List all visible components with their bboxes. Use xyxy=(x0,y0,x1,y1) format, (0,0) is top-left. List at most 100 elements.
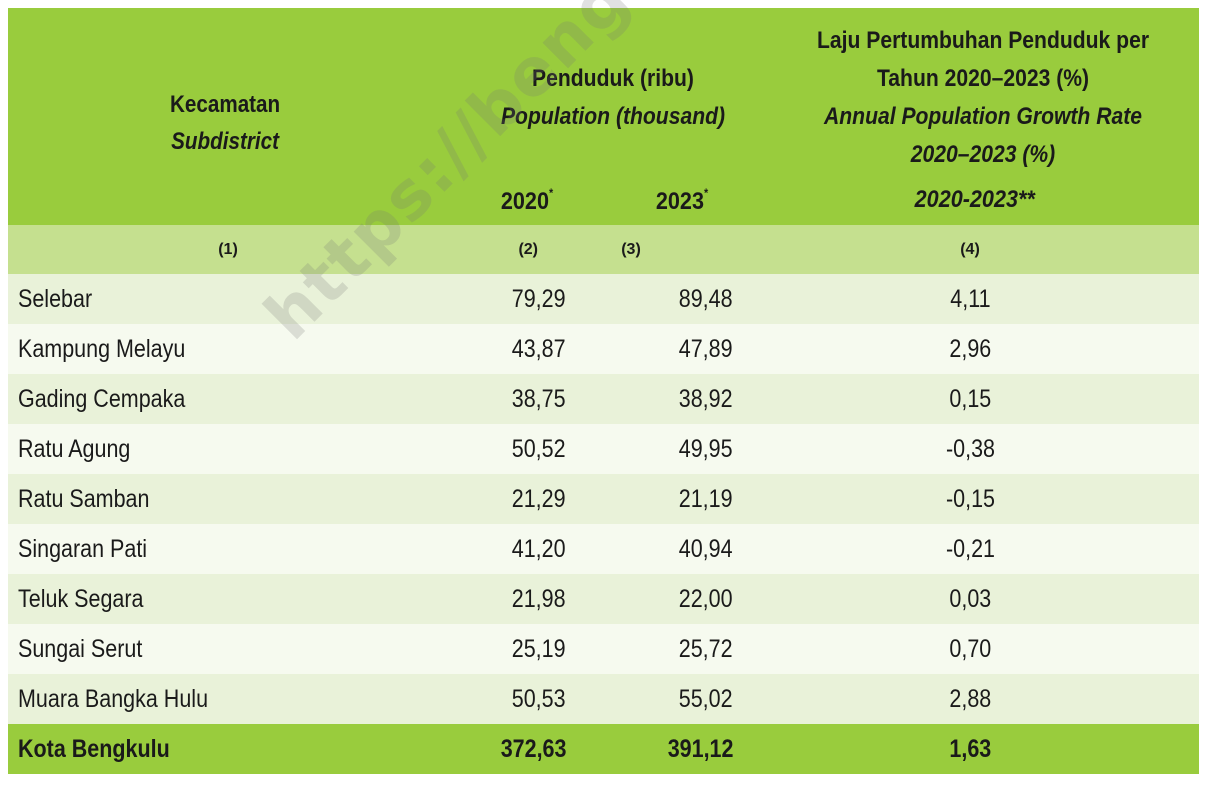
total-row: Kota Bengkulu 372,63 391,12 1,63 xyxy=(8,724,1199,774)
growth-rate-text: 0,70 xyxy=(949,634,991,663)
subdistrict-name: Selebar xyxy=(8,274,448,324)
growth-rate-text: -0,38 xyxy=(945,434,995,463)
year-2020-header: 2020* xyxy=(501,186,553,216)
population-header: Penduduk (ribu) Population (thousand) xyxy=(494,60,732,136)
subdistrict-name-text: Singaran Pati xyxy=(18,534,148,563)
population-2020-text: 50,53 xyxy=(512,684,566,713)
population-header-id: Penduduk (ribu) xyxy=(532,65,694,92)
population-2023-text: 22,00 xyxy=(679,584,733,613)
growth-rate: -0,21 xyxy=(741,524,1199,574)
growth-rate-text: 2,96 xyxy=(949,334,991,363)
column-number-4: (4) xyxy=(741,225,1199,274)
population-2020-text: 21,29 xyxy=(512,484,566,513)
population-2023: 25,72 xyxy=(576,624,741,674)
subdistrict-name-text: Selebar xyxy=(18,284,93,313)
population-2023: 47,89 xyxy=(576,324,741,374)
growth-rate: -0,38 xyxy=(741,424,1199,474)
population-2020-text: 25,19 xyxy=(512,634,566,663)
table-row: Gading Cempaka 38,75 38,92 0,15 xyxy=(8,374,1199,424)
population-2020-text: 38,75 xyxy=(512,384,566,413)
total-population-2020: 372,63 xyxy=(448,724,576,774)
subdistrict-name-text: Teluk Segara xyxy=(18,584,144,613)
population-2020: 21,29 xyxy=(448,474,576,524)
subdistrict-header: Kecamatan Subdistrict xyxy=(170,86,280,160)
population-2020: 38,75 xyxy=(448,374,576,424)
growth-rate: -0,15 xyxy=(741,474,1199,524)
growth-rate-text: 4,11 xyxy=(949,284,991,313)
population-2023: 21,19 xyxy=(576,474,741,524)
population-2020: 21,98 xyxy=(448,574,576,624)
subdistrict-name: Gading Cempaka xyxy=(8,374,448,424)
growth-rate-header: Laju Pertumbuhan Penduduk per Tahun 2020… xyxy=(803,22,1164,174)
population-2023: 38,92 xyxy=(576,374,741,424)
growth-rate: 0,03 xyxy=(741,574,1199,624)
table-row: Muara Bangka Hulu 50,53 55,02 2,88 xyxy=(8,674,1199,724)
table-header-row: Kecamatan Subdistrict Penduduk (ribu) Po… xyxy=(8,8,1199,225)
growth-rate-text: 0,03 xyxy=(949,584,991,613)
population-2023-text: 40,94 xyxy=(679,534,733,563)
total-name: Kota Bengkulu xyxy=(8,724,448,774)
population-2023: 49,95 xyxy=(576,424,741,474)
year-2023-label: 2023 xyxy=(655,188,704,215)
year-2020-label: 2020 xyxy=(500,188,549,215)
table-row: Singaran Pati 41,20 40,94 -0,21 xyxy=(8,524,1199,574)
growth-rate-header-id-2: Tahun 2020–2023 (%) xyxy=(876,65,1090,92)
total-growth-rate-text: 1,63 xyxy=(949,734,991,763)
population-2023: 55,02 xyxy=(576,674,741,724)
year-2023-footnote: * xyxy=(703,186,709,200)
population-2023-text: 38,92 xyxy=(679,384,733,413)
population-2020-text: 43,87 xyxy=(512,334,566,363)
population-2020: 50,52 xyxy=(448,424,576,474)
population-header-en: Population (thousand) xyxy=(500,103,726,130)
subdistrict-name-text: Ratu Agung xyxy=(18,434,131,463)
table-row: Ratu Samban 21,29 21,19 -0,15 xyxy=(8,474,1199,524)
subdistrict-name-text: Sungai Serut xyxy=(18,634,143,663)
column-number-3: (3) xyxy=(576,225,741,274)
growth-rate: 2,88 xyxy=(741,674,1199,724)
total-population-2023: 391,12 xyxy=(576,724,741,774)
population-2023: 22,00 xyxy=(576,574,741,624)
population-2020: 41,20 xyxy=(448,524,576,574)
population-2023-text: 89,48 xyxy=(679,284,733,313)
total-name-text: Kota Bengkulu xyxy=(18,734,170,763)
population-2020-text: 21,98 xyxy=(512,584,566,613)
column-number-1: (1) xyxy=(8,225,448,274)
growth-rate-text: -0,21 xyxy=(945,534,995,563)
growth-rate-text: 2,88 xyxy=(949,684,991,713)
growth-rate-text: 0,15 xyxy=(949,384,991,413)
population-2020: 50,53 xyxy=(448,674,576,724)
year-2020-footnote: * xyxy=(548,186,554,200)
rate-period-header: 2020-2023** xyxy=(914,186,1035,213)
population-2023-text: 21,19 xyxy=(679,484,733,513)
subdistrict-name-text: Gading Cempaka xyxy=(18,384,186,413)
population-2023-text: 47,89 xyxy=(679,334,733,363)
growth-rate: 2,96 xyxy=(741,324,1199,374)
year-2023-header: 2023* xyxy=(656,186,708,216)
total-growth-rate: 1,63 xyxy=(741,724,1199,774)
subdistrict-name: Singaran Pati xyxy=(8,524,448,574)
subdistrict-header-en: Subdistrict xyxy=(171,128,279,155)
table-row: Ratu Agung 50,52 49,95 -0,38 xyxy=(8,424,1199,474)
population-table: Kecamatan Subdistrict Penduduk (ribu) Po… xyxy=(8,8,1199,774)
growth-rate-header-en-2: 2020–2023 (%) xyxy=(910,141,1056,168)
subdistrict-name: Muara Bangka Hulu xyxy=(8,674,448,724)
growth-rate-header-en-1: Annual Population Growth Rate xyxy=(824,103,1142,130)
population-2020-text: 50,52 xyxy=(512,434,566,463)
subdistrict-name: Teluk Segara xyxy=(8,574,448,624)
subdistrict-name-text: Muara Bangka Hulu xyxy=(18,684,209,713)
population-table-container: Kecamatan Subdistrict Penduduk (ribu) Po… xyxy=(8,8,1199,782)
population-2020-text: 41,20 xyxy=(512,534,566,563)
population-2023: 40,94 xyxy=(576,524,741,574)
total-population-2020-text: 372,63 xyxy=(500,734,566,763)
growth-rate: 0,70 xyxy=(741,624,1199,674)
table-row: Kampung Melayu 43,87 47,89 2,96 xyxy=(8,324,1199,374)
subdistrict-name: Kampung Melayu xyxy=(8,324,448,374)
growth-rate: 0,15 xyxy=(741,374,1199,424)
column-number-row: (1) (2) (3) (4) xyxy=(8,225,1199,274)
growth-rate-text: -0,15 xyxy=(945,484,995,513)
population-2023: 89,48 xyxy=(576,274,741,324)
total-population-2023-text: 391,12 xyxy=(667,734,733,763)
column-number-2: (2) xyxy=(448,225,576,274)
population-2020: 79,29 xyxy=(448,274,576,324)
population-2023-text: 49,95 xyxy=(679,434,733,463)
